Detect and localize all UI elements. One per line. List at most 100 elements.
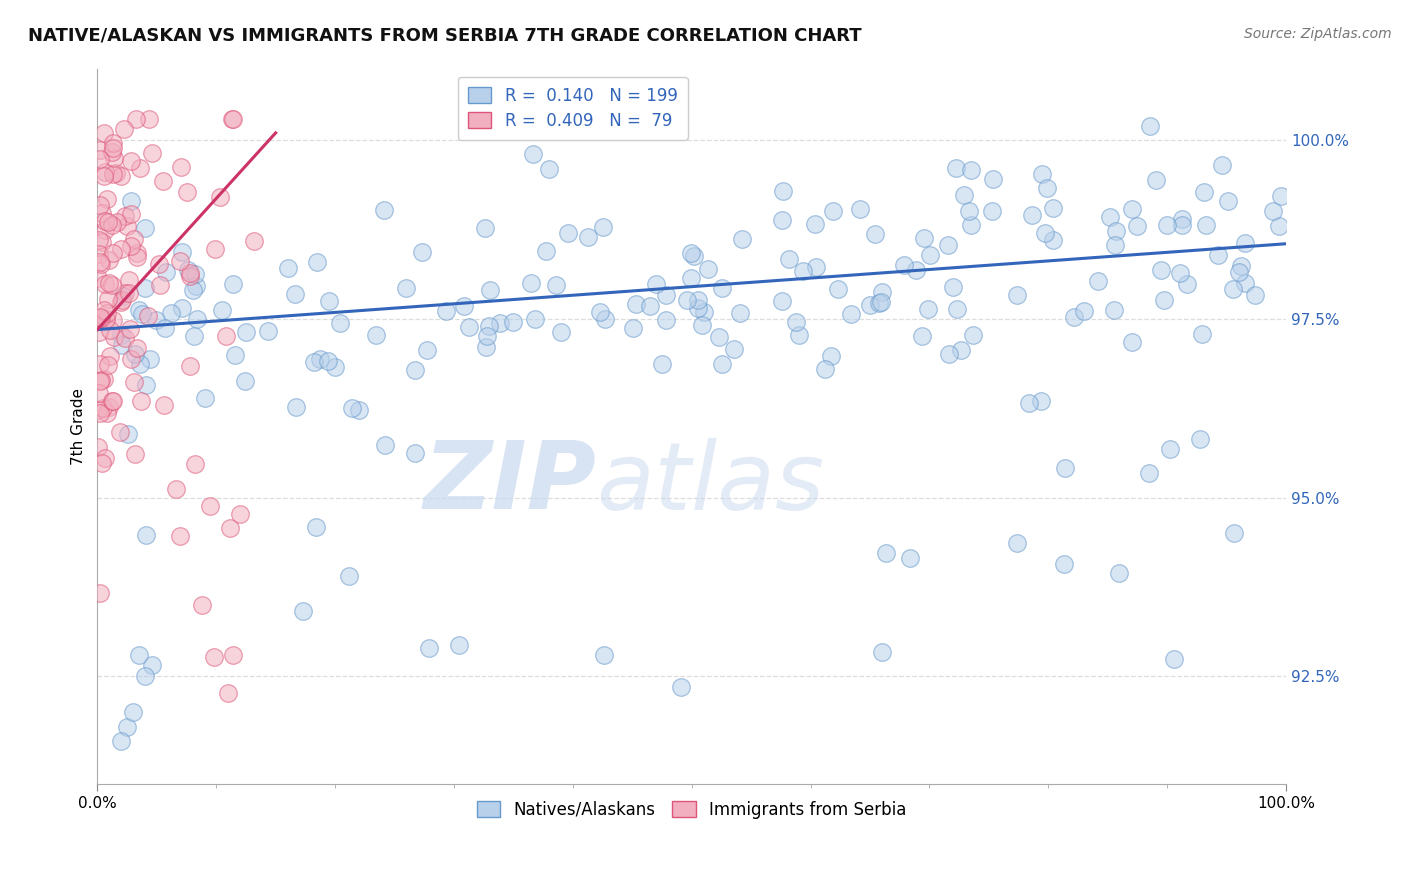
Point xyxy=(256,324,278,338)
Point xyxy=(101,141,124,155)
Point xyxy=(1191,327,1213,342)
Point xyxy=(309,351,332,366)
Point xyxy=(416,343,439,358)
Point xyxy=(138,112,160,126)
Point xyxy=(651,357,673,371)
Point xyxy=(1268,219,1291,233)
Point xyxy=(135,528,157,542)
Point xyxy=(134,669,156,683)
Point xyxy=(404,363,426,377)
Point xyxy=(90,257,112,271)
Point xyxy=(731,232,754,246)
Point xyxy=(813,362,835,376)
Point xyxy=(222,277,245,292)
Point xyxy=(707,330,730,344)
Point xyxy=(1144,173,1167,187)
Point xyxy=(453,300,475,314)
Point xyxy=(114,331,136,345)
Point xyxy=(489,317,512,331)
Point xyxy=(129,357,152,371)
Point xyxy=(475,329,498,343)
Point xyxy=(366,328,388,343)
Point xyxy=(214,329,236,343)
Point xyxy=(458,319,481,334)
Point xyxy=(93,302,115,317)
Point xyxy=(153,398,176,412)
Point xyxy=(160,306,183,320)
Point xyxy=(114,286,136,301)
Point xyxy=(1171,218,1194,232)
Point xyxy=(124,347,146,361)
Point xyxy=(108,425,131,440)
Point xyxy=(1035,181,1057,195)
Point xyxy=(374,438,396,452)
Point xyxy=(115,219,138,234)
Point xyxy=(242,234,264,248)
Point xyxy=(373,203,395,218)
Point xyxy=(134,220,156,235)
Point xyxy=(110,169,132,183)
Point xyxy=(94,277,117,292)
Point xyxy=(723,342,745,356)
Point xyxy=(122,376,145,390)
Point xyxy=(872,285,894,299)
Point xyxy=(638,300,661,314)
Point xyxy=(124,447,146,461)
Text: atlas: atlas xyxy=(596,438,825,529)
Point xyxy=(329,317,352,331)
Point xyxy=(100,323,122,337)
Point xyxy=(1053,558,1076,572)
Point xyxy=(957,203,980,218)
Point xyxy=(89,198,111,212)
Point xyxy=(820,349,842,363)
Y-axis label: 7th Grade: 7th Grade xyxy=(72,388,86,465)
Point xyxy=(848,202,870,216)
Point xyxy=(179,266,201,280)
Point xyxy=(90,373,112,387)
Point xyxy=(858,298,880,312)
Point xyxy=(936,238,959,252)
Point xyxy=(117,426,139,441)
Point xyxy=(103,330,125,344)
Point xyxy=(342,401,364,416)
Point xyxy=(778,252,800,266)
Point xyxy=(474,340,496,354)
Point xyxy=(1223,526,1246,541)
Point xyxy=(104,166,127,180)
Point xyxy=(224,348,246,362)
Point xyxy=(96,406,118,420)
Point xyxy=(118,286,141,301)
Point xyxy=(655,313,678,327)
Point xyxy=(534,244,557,258)
Point xyxy=(1108,566,1130,580)
Point xyxy=(690,318,713,332)
Point xyxy=(141,657,163,672)
Point xyxy=(208,190,231,204)
Point xyxy=(90,310,112,325)
Point xyxy=(538,162,561,177)
Point xyxy=(1042,201,1064,215)
Point xyxy=(474,221,496,235)
Point xyxy=(98,400,121,414)
Point xyxy=(1168,266,1191,280)
Point xyxy=(983,171,1005,186)
Point xyxy=(233,374,256,388)
Point xyxy=(911,329,934,343)
Point xyxy=(305,520,328,534)
Point xyxy=(134,281,156,295)
Point xyxy=(318,294,340,309)
Point xyxy=(110,295,132,310)
Point xyxy=(912,231,935,245)
Point xyxy=(945,161,967,175)
Point xyxy=(683,250,706,264)
Point xyxy=(204,242,226,256)
Point xyxy=(87,403,110,417)
Point xyxy=(349,402,371,417)
Point xyxy=(904,263,927,277)
Point xyxy=(592,648,614,662)
Point xyxy=(981,204,1004,219)
Point xyxy=(118,273,141,287)
Point xyxy=(105,215,128,229)
Point xyxy=(1087,273,1109,287)
Point xyxy=(101,246,124,260)
